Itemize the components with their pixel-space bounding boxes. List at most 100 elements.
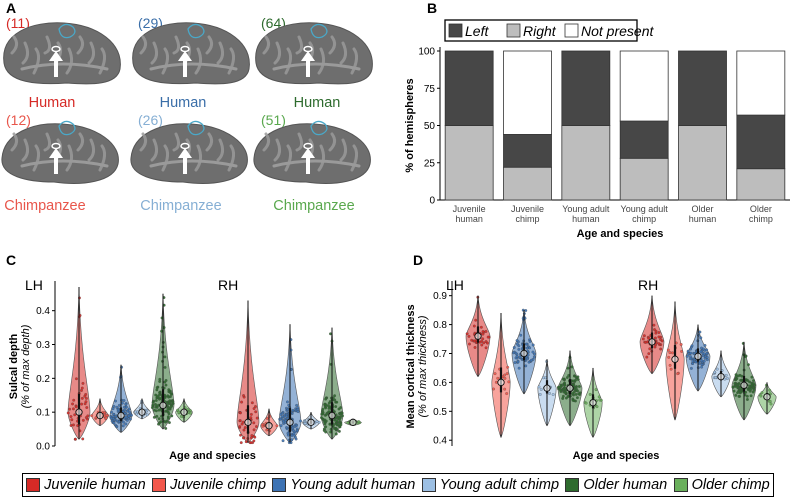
y-tick-label: 0.7 [433,349,447,360]
data-point [250,401,254,405]
data-point [281,439,285,443]
data-point [653,336,657,340]
data-point [324,430,328,434]
brain-sulcus [10,132,19,152]
data-point [528,346,532,350]
data-point [299,419,303,423]
data-point [295,403,299,407]
data-point [124,415,128,419]
x-tick-label: Juvenile [453,204,486,214]
data-point [253,435,257,439]
data-point [334,422,338,426]
data-point [694,360,698,364]
data-point [238,425,242,428]
brain-6: (51) Chimpanzee [253,112,371,214]
data-point [744,355,748,359]
data-point [122,420,125,424]
data-point [66,411,70,415]
data-point [563,383,567,387]
cortical-thickness-violin-chart: 0.4 0.5 0.6 0.7 0.8 0.9 Mean cortical thicknes… [405,281,777,462]
brain-sulcus [227,144,236,172]
x-tick-label: chimp [749,214,773,224]
data-point [166,394,170,398]
data-point [577,392,581,396]
data-point [745,394,749,398]
data-point [335,400,339,404]
median-marker [265,422,273,430]
data-point [548,391,551,395]
brain-sulcus [161,47,170,75]
data-point [474,318,478,322]
legend-label: Juvenile human [44,477,146,493]
bar-right [678,125,727,201]
data-point [518,355,522,359]
data-point [150,406,154,410]
data-point [479,325,483,329]
arrow-head [178,148,192,158]
group-legend: Juvenile human Juvenile chimp Young adult … [22,473,774,497]
panel-d-rh-label: RH [638,277,658,293]
data-point [157,393,161,397]
data-point [154,399,158,402]
brain-sulcus [76,35,85,55]
data-point [125,418,129,422]
data-point [732,389,736,393]
data-point [481,330,485,333]
data-point [687,352,691,356]
brain-sulcus [139,132,148,152]
brain-sulcus [194,47,203,75]
brain-count-2: (29) [138,15,163,31]
data-point [293,435,297,439]
data-point [657,342,661,346]
median-marker [671,355,679,363]
data-point [126,409,130,413]
brain-3: (64) Human [255,15,373,111]
data-point [127,414,131,418]
brain-label-5: Chimpanzee [140,198,221,214]
data-point [668,351,672,355]
data-point [496,376,500,380]
data-point [668,363,672,367]
legend-swatch [448,23,463,38]
data-point [768,388,772,392]
panel-c-rh-label: RH [218,277,238,293]
y-tick-label: 0.4 [433,436,447,447]
brain-sulcus [216,41,225,65]
data-point [116,408,120,412]
data-point [335,427,338,431]
data-point [512,346,516,349]
data-point [739,378,743,382]
data-point [551,393,555,396]
data-point [275,424,279,428]
data-point [539,387,543,391]
y-tick-label: 0.5 [433,407,447,418]
data-point [338,417,342,421]
data-point [734,393,738,397]
data-point [157,417,161,421]
median-marker [96,411,104,420]
data-point [250,434,254,438]
data-point [516,360,520,364]
data-point [472,324,476,328]
data-point [735,377,739,381]
brain-sulcus [21,138,30,162]
data-point [505,372,509,376]
y-axis-label: Sulcal depth [8,334,20,400]
data-point [168,399,172,403]
data-point [659,338,662,341]
data-point [525,346,529,350]
data-point [327,410,331,414]
data-point [265,416,269,420]
data-point [737,394,741,398]
legend-frame [444,19,638,42]
data-point [81,381,85,385]
data-point [84,400,88,404]
y-tick-label: 0.2 [36,374,50,385]
brain-sulcus [98,144,107,172]
data-point [164,426,168,430]
x-tick-label: human [572,214,600,224]
legend-label: Young adult chimp [439,477,560,493]
data-point [573,388,577,391]
brain-label-1: Human [29,95,76,111]
data-point [685,354,689,358]
